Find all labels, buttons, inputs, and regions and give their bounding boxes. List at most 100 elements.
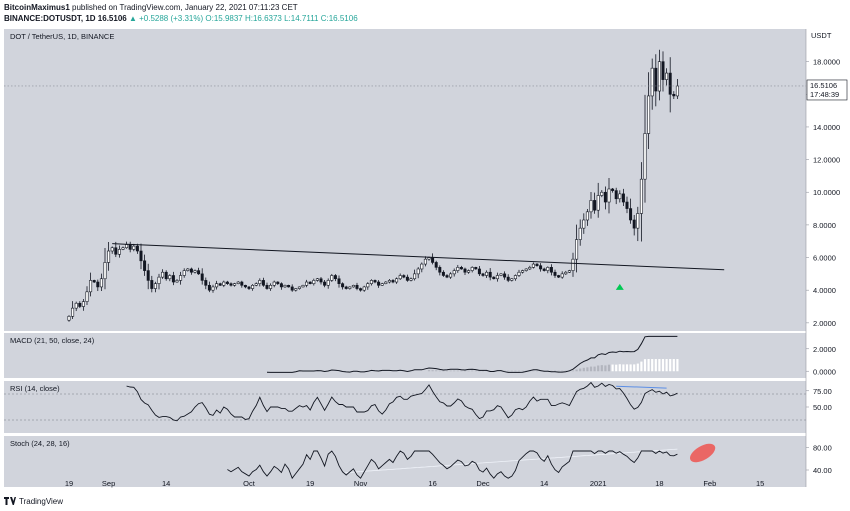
macd-histogram-bar [575, 369, 578, 372]
macd-histogram-bar [517, 370, 521, 372]
candle-body [585, 211, 589, 221]
candle-body [179, 275, 183, 281]
candle-body [524, 268, 528, 271]
candle-body [675, 85, 679, 97]
ohlc-values: O:15.9837 H:16.6373 L:14.7111 C:16.5106 [205, 14, 358, 23]
candle-body [639, 178, 643, 214]
macd-histogram-bar [474, 370, 477, 372]
candle-body [510, 278, 514, 281]
candle-body [164, 271, 168, 280]
macd-histogram-bar [485, 370, 488, 372]
candle-body [567, 270, 571, 273]
candle-body [128, 244, 132, 250]
candle-body [542, 268, 546, 271]
candle-body [287, 284, 291, 288]
indicator-lines [4, 335, 806, 480]
price-axis-label: 8.0000 [813, 221, 836, 230]
price-axis-unit: USDT [811, 31, 832, 40]
candle-body [413, 273, 417, 280]
time-axis-label: 14 [540, 479, 548, 488]
macd-histogram-bar [618, 364, 621, 372]
candle-body [326, 280, 330, 286]
macd-histogram-bar [579, 368, 582, 372]
indicator-axis-label: 75.00 [813, 387, 832, 396]
candle-body [157, 276, 161, 284]
candle-body [398, 275, 402, 280]
candle-body [247, 286, 251, 289]
macd-histogram-bar [557, 370, 560, 372]
candle-body [521, 270, 525, 273]
tradingview-logo[interactable]: TradingView [4, 496, 63, 506]
candle-body [146, 270, 150, 281]
macd-histogram-bar [604, 365, 607, 372]
candle-body [643, 133, 647, 180]
stoch-k-line [227, 450, 678, 480]
candle-body [564, 271, 568, 275]
candle-body [89, 280, 93, 293]
price-axis-label: 10.0000 [813, 188, 840, 197]
candle-body [560, 273, 564, 278]
candle-body [218, 283, 222, 286]
candle-body [665, 72, 669, 80]
candle-body [254, 283, 258, 286]
macd-histogram-bar [431, 370, 434, 372]
candle-body [467, 270, 471, 273]
price-axis-label: 6.0000 [813, 254, 836, 263]
candle-body [272, 281, 276, 286]
candle-body [654, 67, 658, 92]
last-price-label: 16.5106 [810, 81, 837, 90]
candle-body [416, 268, 420, 275]
macd-histogram-bar [571, 370, 575, 372]
macd-histogram-bar [633, 364, 636, 372]
symbol-name[interactable]: BINANCE:DOTUSDT, 1D [4, 14, 96, 23]
candle-body [225, 281, 229, 284]
candle-body [481, 273, 485, 276]
candle-body [359, 288, 363, 291]
candle-body [71, 307, 75, 317]
candle-body [539, 265, 543, 270]
candle-body [589, 200, 593, 213]
macd-histogram-bar [629, 364, 632, 372]
candle-body [96, 281, 100, 288]
candle-body [625, 201, 629, 209]
chart-header: BitcoinMaximus1 published on TradingView… [0, 0, 850, 26]
macd-histogram-bar [600, 365, 603, 372]
macd-histogram-bar [514, 370, 517, 372]
pane-background-3 [4, 436, 806, 487]
candle-body [211, 286, 215, 291]
candle-body [557, 275, 561, 278]
candle-body [636, 213, 640, 229]
candle-body [366, 283, 370, 288]
candle-body [596, 195, 600, 211]
last-price: 16.5106 [97, 14, 127, 23]
pane-background-2 [4, 381, 806, 433]
candle-body [186, 268, 190, 271]
candle-body [614, 190, 618, 200]
time-axis-label: 19 [306, 479, 314, 488]
candle-body [312, 280, 316, 284]
price-axis-label: 12.0000 [813, 156, 840, 165]
macd-histogram-bar [471, 370, 474, 372]
candle-body [233, 283, 237, 286]
macd-histogram-bar [456, 370, 459, 372]
candle-body [341, 283, 345, 288]
candle-body [161, 271, 165, 278]
candle-body [125, 244, 129, 249]
time-axis-label: Nov [354, 479, 368, 488]
candle-body [103, 262, 107, 280]
macd-histogram-bar [525, 370, 528, 372]
candle-body [477, 268, 481, 275]
author-name[interactable]: BitcoinMaximus1 [4, 3, 70, 12]
candle-body [290, 286, 294, 291]
pane-title-1: MACD (21, 50, close, 24) [10, 336, 95, 345]
macd-histogram-bar [636, 363, 639, 372]
candle-body [672, 93, 676, 97]
candle-body [668, 72, 672, 95]
pane-title-3: Stoch (24, 28, 16) [10, 439, 70, 448]
macd-histogram-bar [676, 359, 679, 372]
macd-histogram-bar [658, 359, 661, 372]
macd-histogram-bar [521, 370, 524, 372]
macd-histogram-bar [647, 359, 650, 372]
candle-body [355, 284, 359, 289]
